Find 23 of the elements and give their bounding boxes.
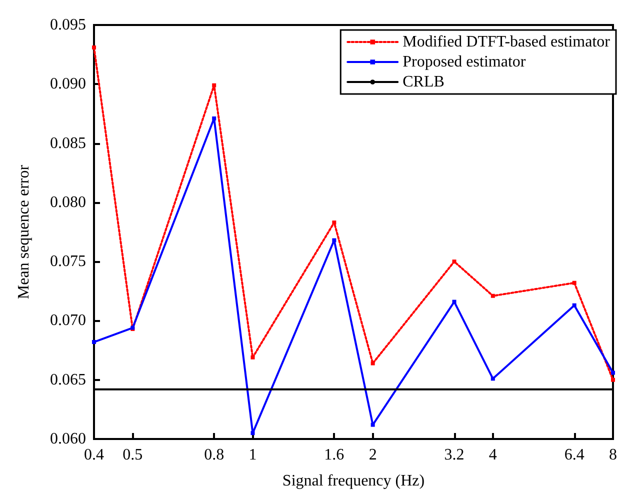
x-tick-label: 2 — [368, 446, 377, 464]
legend-label: Modified DTFT-based estimator — [402, 34, 611, 50]
y-tick-label: 0.090 — [50, 76, 86, 93]
y-tick-label: 0.095 — [50, 16, 86, 34]
y-axis-title: Mean sequence error — [16, 164, 32, 300]
x-tick-label: 6.4 — [564, 446, 584, 464]
y-tick-label: 0.080 — [50, 194, 86, 211]
x-tick-label: 3.2 — [444, 446, 464, 464]
y-tick-label: 0.085 — [50, 134, 86, 152]
legend-label: Proposed estimator — [402, 54, 526, 70]
x-tick-label: 8 — [609, 446, 617, 464]
x-tick-label: 1.6 — [324, 446, 344, 464]
x-tick-label: 0.5 — [122, 446, 143, 464]
y-tick-label: 0.065 — [50, 371, 86, 388]
x-axis-title: Signal frequency (Hz) — [282, 472, 425, 490]
x-tick-label: 0.8 — [204, 446, 224, 464]
x-tick-label: 1 — [248, 446, 257, 464]
legend-label: CRLB — [402, 74, 444, 90]
y-tick-label: 0.075 — [50, 253, 86, 270]
x-tick-label: 4 — [488, 446, 497, 464]
y-tick-label: 0.070 — [50, 312, 86, 330]
x-tick-label: 0.4 — [84, 446, 104, 464]
y-tick-label: 0.060 — [50, 430, 86, 448]
